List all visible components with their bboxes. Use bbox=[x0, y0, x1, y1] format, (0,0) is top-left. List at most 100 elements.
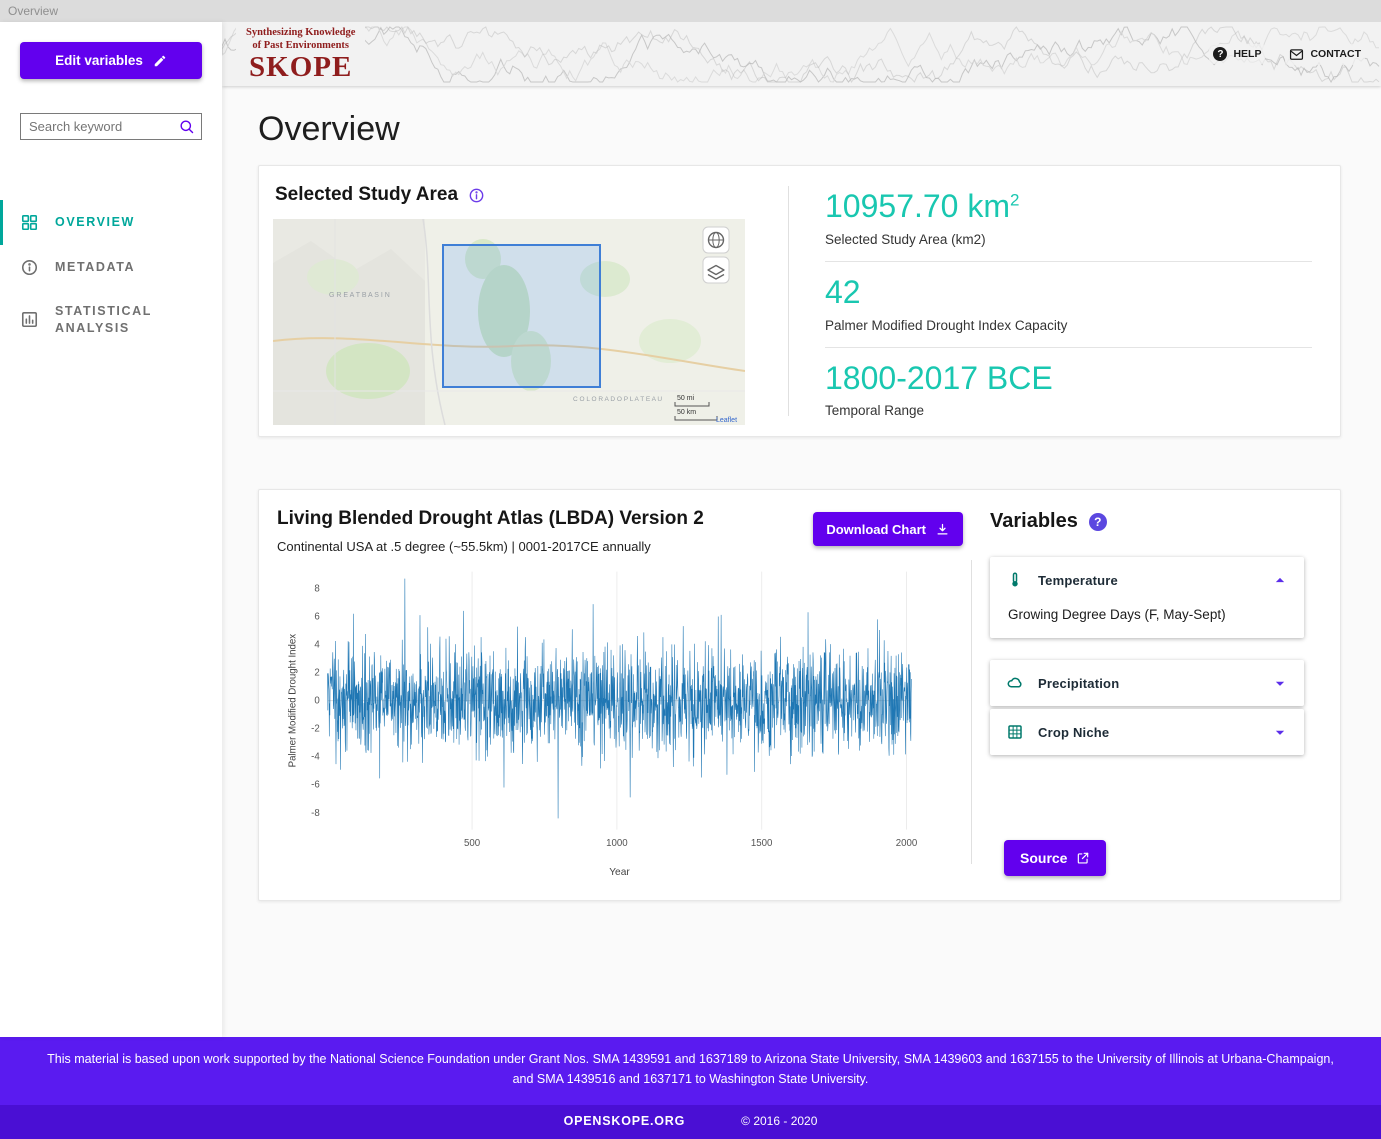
thermometer-icon bbox=[1006, 571, 1024, 589]
chevron-up-icon[interactable] bbox=[1270, 570, 1290, 590]
source-button[interactable]: Source bbox=[1004, 840, 1107, 876]
study-area-card: Selected Study Area bbox=[258, 165, 1341, 437]
stat-value: 10957.70 km2 bbox=[825, 188, 1020, 224]
study-area-stats: 10957.70 km2 Selected Study Area (km2) 4… bbox=[825, 182, 1316, 418]
svg-text:2: 2 bbox=[314, 668, 319, 679]
svg-text:1500: 1500 bbox=[751, 838, 773, 849]
sidebar-item-label: OVERVIEW bbox=[55, 215, 135, 230]
study-card-divider bbox=[788, 186, 789, 416]
sidebar-item-statistical-analysis[interactable]: STATISTICAL ANALYSIS bbox=[0, 290, 200, 350]
svg-text:-8: -8 bbox=[311, 808, 320, 819]
dataset-title: Living Blended Drought Atlas (LBDA) Vers… bbox=[277, 508, 704, 529]
svg-text:2000: 2000 bbox=[896, 838, 918, 849]
variable-header-crop-niche[interactable]: Crop Niche bbox=[1006, 722, 1290, 742]
edit-variables-button[interactable]: Edit variables bbox=[20, 42, 202, 79]
stat-value: 1800-2017 BCE bbox=[825, 359, 1053, 396]
header-banner: Synthesizing Knowledge of Past Environme… bbox=[222, 22, 1381, 86]
sidebar: Edit variables OVERVIEW METADA bbox=[0, 22, 222, 1038]
svg-text:-2: -2 bbox=[311, 724, 320, 735]
chevron-down-icon[interactable] bbox=[1270, 722, 1290, 742]
search-icon[interactable] bbox=[178, 118, 195, 135]
pmdi-chart[interactable]: 500 1000 1500 2000 8 6 4 2 0 -2 -4 -6 -8 Year Palmer M… bbox=[273, 560, 933, 882]
study-area-title: Selected Study Area bbox=[275, 184, 459, 205]
variables-column: Variables ? Temperature Growing Degree D… bbox=[990, 508, 1318, 882]
footer: This material is based upon work support… bbox=[0, 1037, 1381, 1139]
info-icon[interactable] bbox=[468, 187, 485, 204]
variables-help-icon[interactable]: ? bbox=[1088, 512, 1107, 531]
stat-divider bbox=[825, 260, 1312, 262]
sidebar-item-metadata[interactable]: METADATA bbox=[0, 245, 222, 290]
source-label: Source bbox=[1020, 850, 1068, 866]
variable-header-precipitation[interactable]: Precipitation bbox=[1006, 673, 1290, 693]
banner-noise bbox=[222, 25, 1380, 84]
dataset-titles: Living Blended Drought Atlas (LBDA) Vers… bbox=[277, 508, 704, 554]
svg-text:Year: Year bbox=[609, 867, 630, 878]
svg-text:500: 500 bbox=[464, 838, 481, 849]
help-label: HELP bbox=[1233, 48, 1262, 60]
svg-text:-6: -6 bbox=[311, 780, 320, 791]
footer-text: This material is based upon work support… bbox=[47, 1052, 1334, 1086]
svg-text:50 km: 50 km bbox=[677, 409, 696, 416]
map-layers-control[interactable] bbox=[702, 256, 730, 284]
svg-text:1000: 1000 bbox=[606, 838, 628, 849]
variable-name: Precipitation bbox=[1038, 675, 1120, 691]
bar-chart-icon bbox=[20, 310, 39, 329]
study-area-map[interactable]: G R E A T B A S I N C O L O R A D O P L … bbox=[272, 218, 746, 426]
svg-text:8: 8 bbox=[314, 583, 319, 594]
window-title: Overview bbox=[0, 0, 1381, 22]
dataset-subtitle: Continental USA at .5 degree (~55.5km) |… bbox=[277, 539, 651, 554]
variable-header-temperature[interactable]: Temperature bbox=[1006, 570, 1290, 590]
download-chart-button[interactable]: Download Chart bbox=[813, 512, 963, 546]
dataset-card-divider bbox=[971, 560, 972, 864]
svg-text:6: 6 bbox=[314, 611, 319, 622]
main-content: Synthesizing Knowledge of Past Environme… bbox=[222, 22, 1381, 1038]
variable-detail: Growing Degree Days (F, May-Sept) bbox=[1008, 607, 1226, 622]
crop-niche-icon bbox=[1006, 723, 1024, 741]
map-label-colorado-plateau: C O L O R A D O P L A T E A U bbox=[573, 396, 662, 403]
banner-links: ? HELP CONTACT bbox=[1209, 22, 1365, 86]
page-title: Overview bbox=[258, 110, 400, 148]
contact-link[interactable]: CONTACT bbox=[1285, 43, 1365, 65]
chevron-down-icon[interactable] bbox=[1270, 673, 1290, 693]
variables-title: Variables bbox=[990, 510, 1078, 532]
stat-pmdi-capacity: 42 Palmer Modified Drought Index Capacit… bbox=[825, 270, 1312, 343]
variable-card-crop-niche: Crop Niche bbox=[990, 709, 1304, 755]
dataset-card: Living Blended Drought Atlas (LBDA) Vers… bbox=[258, 489, 1341, 901]
info-circle-icon bbox=[20, 258, 39, 277]
help-link[interactable]: ? HELP bbox=[1209, 44, 1266, 64]
search-input[interactable] bbox=[27, 118, 178, 135]
study-area-map-wrap: G R E A T B A S I N C O L O R A D O P L … bbox=[272, 218, 746, 426]
help-icon: ? bbox=[1213, 47, 1228, 61]
svg-text:-4: -4 bbox=[311, 752, 320, 763]
map-scale: 50 mi 50 km bbox=[674, 395, 718, 421]
map-selection-rectangle[interactable] bbox=[442, 244, 601, 388]
svg-text:50 mi: 50 mi bbox=[677, 395, 695, 402]
footer-copyright: © 2016 - 2020 bbox=[741, 1114, 818, 1128]
pencil-icon bbox=[153, 54, 167, 68]
sidebar-item-label: STATISTICAL ANALYSIS bbox=[55, 304, 152, 335]
sidebar-item-overview[interactable]: OVERVIEW bbox=[0, 200, 222, 245]
map-label-great-basin: G R E A T B A S I N bbox=[329, 292, 390, 299]
chart-column: Living Blended Drought Atlas (LBDA) Vers… bbox=[273, 508, 963, 882]
svg-text:Palmer Modified Drought Index: Palmer Modified Drought Index bbox=[288, 634, 299, 768]
sidebar-nav: OVERVIEW METADATA STATISTICAL ANALYSIS bbox=[0, 200, 222, 350]
logo-title: SKOPE bbox=[249, 51, 353, 84]
variable-name: Crop Niche bbox=[1038, 724, 1110, 740]
map-attribution-link[interactable]: Leaflet bbox=[716, 417, 737, 424]
download-chart-label: Download Chart bbox=[826, 521, 926, 537]
overview-grid-icon bbox=[20, 213, 39, 232]
contact-label: CONTACT bbox=[1310, 48, 1361, 60]
open-in-new-icon bbox=[1076, 851, 1090, 865]
footer-site-link[interactable]: OPENSKOPE.ORG bbox=[563, 1114, 686, 1128]
edit-variables-label: Edit variables bbox=[55, 53, 143, 68]
variable-card-temperature: Temperature Growing Degree Days (F, May-… bbox=[990, 557, 1304, 638]
skope-logo[interactable]: Synthesizing Knowledge of Past Environme… bbox=[236, 26, 366, 84]
stat-area: 10957.70 km2 Selected Study Area (km2) bbox=[825, 184, 1312, 257]
search-box[interactable] bbox=[20, 113, 202, 140]
variable-card-precipitation: Precipitation bbox=[990, 660, 1304, 706]
map-globe-control[interactable] bbox=[702, 226, 730, 254]
stat-label: Palmer Modified Drought Index Capacity bbox=[825, 317, 1068, 333]
variable-name: Temperature bbox=[1038, 572, 1118, 588]
stat-divider bbox=[825, 346, 1312, 348]
study-area-left: Selected Study Area bbox=[272, 182, 778, 426]
